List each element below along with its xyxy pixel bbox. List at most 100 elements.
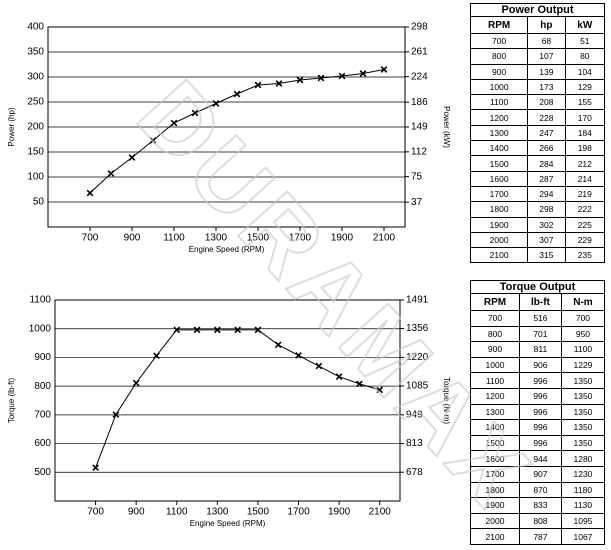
data-marker [170, 119, 178, 127]
marker-stroke [132, 379, 140, 387]
data-marker [149, 137, 157, 144]
data-marker [254, 81, 262, 89]
x-tick-label: 1500 [247, 233, 270, 244]
table-cell: 811 [518, 341, 562, 358]
data-marker [173, 326, 181, 334]
table-row: 1100 996 1350 [470, 372, 606, 389]
y2-tick-label: 149 [411, 122, 428, 133]
data-marker [193, 326, 201, 334]
column-header: kW [564, 16, 606, 34]
table-cell: 222 [564, 201, 606, 218]
y-tick-label: 50 [33, 197, 45, 208]
table-cell: 219 [564, 185, 606, 203]
x-tick-label: 2100 [369, 507, 392, 518]
table-cell: 302 [527, 216, 566, 233]
marker-stroke [191, 109, 199, 117]
table-cell: 907 [518, 465, 562, 483]
table-cell: 906 [518, 356, 562, 374]
y2-tick-label: 298 [411, 22, 428, 33]
marker-stroke [338, 72, 346, 80]
table-cell: 2000 [470, 512, 520, 530]
table-title: Power Output [470, 3, 605, 16]
x-tick-label: 1700 [289, 233, 312, 244]
table-cell: 1000 [469, 78, 529, 96]
marker-stroke [112, 411, 120, 418]
table-cell: 184 [564, 124, 606, 142]
table-cell: 2100 [470, 528, 520, 545]
table-cell: 787 [518, 528, 562, 545]
data-marker [233, 90, 241, 98]
table-cell: 1800 [470, 481, 520, 499]
table-cell: 1300 [470, 403, 520, 421]
y2-tick-label: 186 [411, 97, 428, 108]
table-cell: 80 [564, 48, 606, 65]
table-cell: 1900 [470, 497, 520, 514]
table-cell: 808 [518, 512, 562, 530]
y-tick-label: 150 [27, 147, 44, 158]
table-cell: 1200 [470, 387, 520, 405]
table-cell: 1800 [469, 201, 529, 218]
table-row: 1800 870 1180 [470, 481, 606, 499]
table-cell: 1400 [469, 140, 529, 157]
data-marker [335, 373, 343, 381]
table-cell: 870 [518, 481, 562, 499]
column-header: N-m [560, 293, 606, 311]
table-row: 700 68 51 [469, 32, 606, 50]
table-cell: 198 [564, 140, 606, 157]
table-cell: 950 [560, 325, 606, 343]
marker-stroke [359, 70, 367, 77]
table-cell: 170 [564, 109, 606, 126]
column-header: RPM [470, 293, 520, 311]
marker-stroke [376, 386, 384, 394]
table-cell: 294 [527, 185, 566, 203]
x-tick-label: 1100 [163, 233, 185, 244]
x-tick-label: 1300 [205, 233, 228, 244]
table-cell: 173 [527, 78, 566, 96]
column-header: hp [527, 16, 566, 34]
table-cell: 1300 [469, 124, 529, 142]
data-marker [274, 341, 282, 349]
marker-stroke [317, 74, 325, 82]
data-marker [376, 386, 384, 394]
y2-axis-label: Power (kW) [442, 106, 451, 148]
table-cell: 700 [470, 310, 520, 327]
x-tick-label: 700 [82, 233, 99, 244]
table-row: 800 107 80 [469, 48, 606, 65]
data-marker [380, 66, 388, 73]
marker-stroke [380, 66, 388, 73]
table-row: 2000 808 1095 [470, 512, 606, 530]
x-axis-label: Engine Speed (RPM) [189, 245, 265, 254]
y2-tick-label: 1085 [406, 381, 429, 392]
x-tick-label: 1900 [331, 233, 354, 244]
table-cell: 1200 [469, 109, 529, 126]
y2-tick-label: 678 [406, 467, 423, 478]
y-tick-label: 250 [27, 97, 44, 108]
table-cell: 307 [527, 231, 566, 249]
x-tick-label: 900 [128, 507, 145, 518]
table-cell: 266 [527, 140, 566, 157]
table-row: 1000 173 129 [469, 78, 606, 96]
table-title: Torque Output [470, 280, 605, 293]
table-cell: 833 [518, 497, 562, 514]
marker-stroke [356, 380, 363, 388]
marker-stroke [254, 326, 262, 334]
data-marker [86, 189, 94, 197]
y-tick-label: 700 [34, 409, 51, 420]
plot-area [54, 299, 401, 502]
table-row: 1700 907 1230 [470, 465, 606, 483]
y2-tick-label: 261 [411, 46, 428, 57]
table-cell: 214 [564, 170, 606, 187]
table-cell: 1700 [469, 185, 529, 203]
table-cell: 900 [469, 63, 529, 80]
marker-stroke [335, 373, 343, 381]
table-cell: 139 [527, 63, 566, 80]
marker-stroke [170, 119, 178, 127]
table-cell: 1350 [560, 419, 606, 436]
table-cell: 208 [527, 94, 566, 111]
table-row: 700 516 700 [470, 310, 606, 327]
table-cell: 155 [564, 94, 606, 111]
marker-stroke [234, 326, 242, 334]
table-cell: 315 [527, 247, 566, 264]
data-marker [213, 326, 221, 334]
